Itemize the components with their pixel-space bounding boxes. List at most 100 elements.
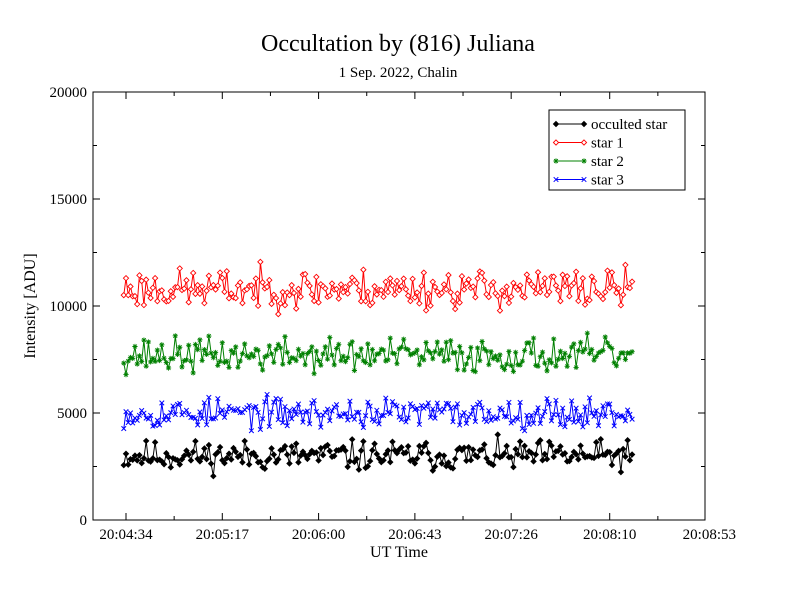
data-point	[584, 420, 590, 426]
data-point	[490, 461, 497, 469]
data-point	[580, 424, 586, 430]
data-point	[174, 351, 181, 357]
data-point	[373, 291, 381, 298]
data-point	[199, 357, 205, 364]
data-point	[410, 351, 416, 357]
data-point	[611, 360, 617, 366]
data-point	[434, 339, 440, 345]
data-point	[356, 409, 362, 415]
data-point	[206, 394, 212, 401]
data-point	[293, 411, 299, 418]
data-point	[499, 407, 505, 413]
data-point	[432, 348, 438, 355]
data-point	[600, 347, 606, 353]
data-point	[158, 287, 166, 294]
data-point	[371, 418, 378, 425]
data-point	[474, 345, 481, 351]
data-point	[252, 275, 260, 282]
data-point	[380, 412, 387, 419]
data-point	[167, 287, 175, 295]
data-point	[552, 282, 560, 289]
data-point	[522, 347, 528, 354]
data-point	[422, 439, 430, 447]
data-point	[281, 301, 289, 309]
data-point	[425, 348, 431, 354]
data-point	[602, 413, 608, 420]
data-point	[506, 348, 512, 355]
x-tick-label: 20:06:00	[292, 527, 345, 543]
data-point	[394, 403, 400, 409]
data-point	[311, 397, 317, 404]
data-point	[472, 293, 479, 301]
data-point	[360, 424, 367, 431]
data-point	[333, 345, 340, 352]
data-point	[133, 300, 141, 308]
data-point	[149, 455, 157, 462]
x-axis: 20:04:34 20:05:17 20:06:00 20:06:43 20:07:26…	[99, 92, 736, 543]
data-point	[510, 463, 517, 471]
data-point	[396, 346, 402, 352]
data-point	[338, 358, 344, 364]
data-point	[622, 453, 629, 460]
data-point	[266, 423, 272, 430]
data-point	[514, 451, 522, 458]
data-point	[597, 435, 604, 443]
data-point	[290, 449, 298, 457]
data-point	[551, 336, 557, 342]
y-tick-label: 15000	[50, 192, 88, 208]
data-point	[474, 275, 481, 282]
data-point	[130, 420, 136, 426]
data-point	[624, 437, 631, 444]
data-point	[253, 346, 259, 352]
data-point	[244, 353, 250, 359]
data-point	[261, 465, 269, 472]
data-point	[257, 361, 263, 367]
data-point	[192, 415, 199, 421]
data-point	[557, 297, 564, 305]
data-point	[355, 466, 363, 473]
data-point	[255, 409, 261, 416]
data-point	[185, 451, 192, 458]
data-point	[402, 286, 410, 293]
data-point	[544, 368, 550, 374]
data-point	[582, 404, 588, 410]
data-point	[546, 401, 552, 407]
data-point	[626, 284, 634, 292]
data-point	[177, 400, 183, 407]
data-point	[589, 410, 595, 416]
x-tick-label: 20:08:10	[583, 527, 636, 543]
legend-box	[548, 109, 686, 191]
data-point	[507, 293, 515, 300]
data-point	[195, 347, 201, 353]
data-point	[313, 408, 320, 415]
data-point	[355, 287, 363, 294]
data-point	[241, 437, 248, 445]
legend-label: star 2	[591, 154, 624, 170]
data-point	[504, 361, 510, 367]
data-point	[286, 460, 293, 467]
data-point	[364, 288, 372, 296]
data-point	[448, 405, 454, 411]
data-point	[344, 463, 351, 471]
data-point	[156, 357, 163, 364]
data-point	[425, 449, 432, 457]
data-point	[405, 347, 411, 353]
data-point	[474, 453, 481, 461]
data-point	[580, 349, 586, 355]
data-point	[407, 297, 414, 305]
legend-marker	[552, 139, 560, 146]
data-point	[573, 364, 579, 371]
data-point	[544, 395, 550, 402]
data-point	[324, 406, 331, 412]
data-point	[342, 411, 349, 417]
data-point	[572, 450, 580, 458]
data-point	[457, 343, 463, 350]
data-point	[418, 449, 425, 456]
data-point	[221, 459, 228, 467]
data-point	[467, 456, 475, 464]
data-point	[251, 353, 257, 360]
data-point	[590, 277, 598, 285]
data-point	[530, 283, 537, 291]
data-point	[205, 441, 213, 449]
data-point	[452, 349, 458, 355]
